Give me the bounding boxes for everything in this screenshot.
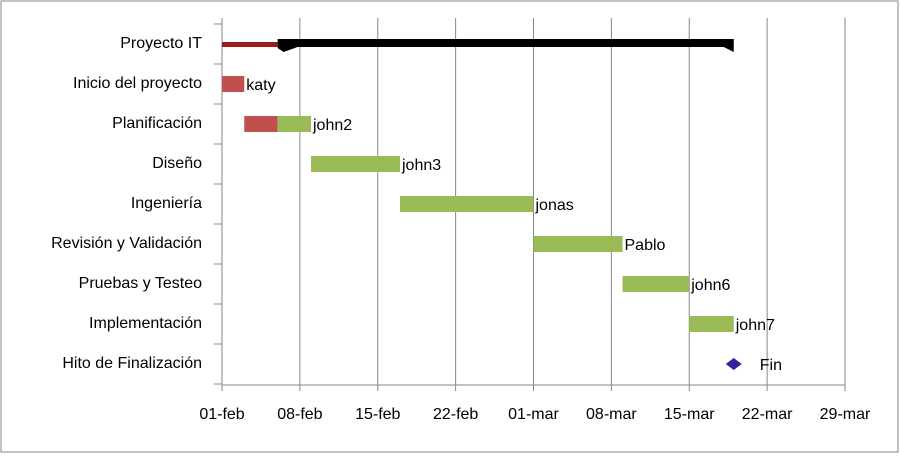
milestone-label: Fin [760,357,782,374]
task-label: katy [246,77,275,94]
task-name: Proyecto IT [120,35,202,52]
task-bar [689,316,734,332]
x-tick-label: 22-mar [742,406,793,423]
x-tick-label: 01-mar [508,406,559,423]
task-label: jonas [535,197,574,214]
task-name: Pruebas y Testeo [79,275,202,292]
task-name: Planificación [112,115,202,132]
summary-bar [277,39,734,52]
x-tick-label: 08-mar [586,406,637,423]
milestone [725,358,742,370]
x-tick-label: 08-feb [277,406,322,423]
x-tick-label: 22-feb [433,406,478,423]
task-name: Revisión y Validación [51,235,202,252]
x-tick-label: 15-feb [355,406,400,423]
x-tick-label: 29-mar [820,406,871,423]
summary-progress [222,42,278,47]
task-bar [277,116,311,132]
task-bar [311,156,400,172]
task-label: john3 [401,157,441,174]
task-name: Diseño [152,155,202,172]
task-bar [622,276,690,292]
task-bar-done [244,116,278,132]
task-name: Hito de Finalización [62,355,202,372]
task-label: Pablo [625,237,666,254]
task-bar [533,236,623,252]
x-tick-label: 15-mar [664,406,715,423]
task-name: Ingeniería [131,195,202,212]
task-label: john7 [735,317,775,334]
x-tick-label: 01-feb [199,406,244,423]
task-label: john2 [312,117,352,134]
task-label: john6 [690,277,730,294]
task-bar-done [222,76,245,92]
task-name: Implementación [89,315,202,332]
task-name: Inicio del proyecto [73,75,202,92]
task-bar [400,196,534,212]
